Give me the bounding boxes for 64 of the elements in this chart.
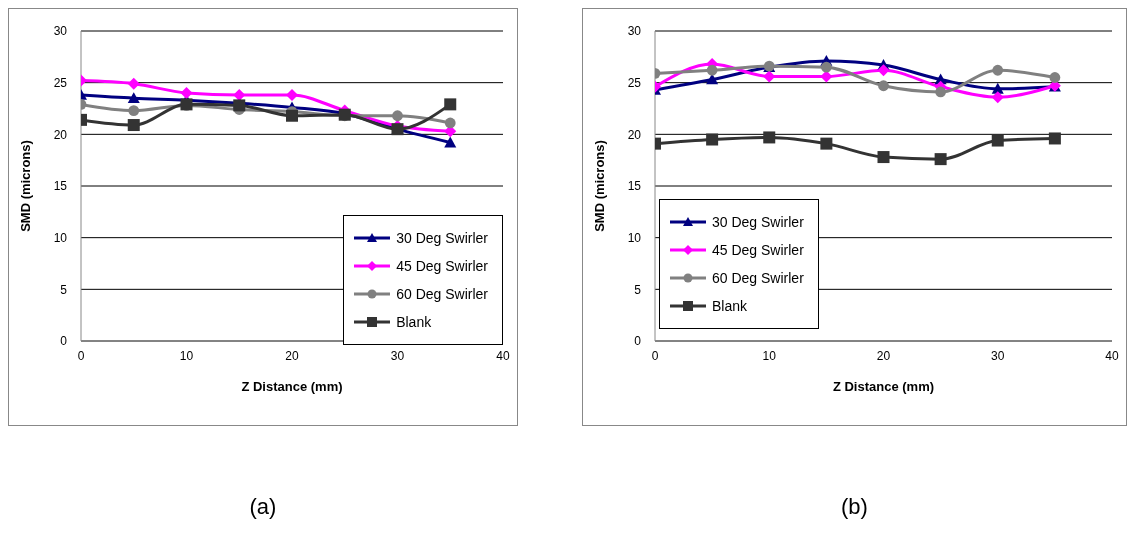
y-tick-label: 25 xyxy=(627,75,642,90)
y-tick-label: 10 xyxy=(627,230,642,245)
x-tick-label: 0 xyxy=(651,348,659,363)
y-tick-label: 15 xyxy=(627,179,642,194)
y-tick-label: 20 xyxy=(627,127,642,142)
y-tick-label: 5 xyxy=(60,282,68,297)
point xyxy=(878,80,889,92)
y-axis-title: SMD (microns) xyxy=(17,140,33,232)
point xyxy=(877,64,890,77)
y-axis-title: SMD (microns) xyxy=(591,140,607,232)
point xyxy=(706,64,718,76)
legend-label: Blank xyxy=(712,298,748,314)
point xyxy=(991,91,1004,104)
text: (a) xyxy=(248,494,278,520)
x-axis-title: Z Distance (mm) xyxy=(832,379,935,394)
y-tick-label: 0 xyxy=(634,334,642,349)
x-tick-label: 10 xyxy=(762,348,777,363)
point xyxy=(820,61,832,73)
text: (b) xyxy=(840,494,869,520)
point xyxy=(127,92,140,103)
legend-label: 45 Deg Swirler xyxy=(712,242,804,258)
x-tick-label: 30 xyxy=(991,348,1005,363)
point xyxy=(1048,132,1061,145)
point xyxy=(180,87,193,99)
point xyxy=(934,153,947,166)
point xyxy=(286,109,298,122)
legend-label: 45 Deg Swirler xyxy=(396,258,488,274)
point xyxy=(392,110,403,122)
point xyxy=(706,133,719,146)
y-tick-label: 20 xyxy=(53,127,68,142)
legend-label: 60 Deg Swirler xyxy=(712,270,804,286)
point xyxy=(877,151,890,164)
point xyxy=(763,131,776,144)
y-tick-label: 25 xyxy=(53,75,68,90)
y-tick-label: 30 xyxy=(53,24,68,39)
x-tick-label: 10 xyxy=(179,348,194,363)
y-tick-label: 0 xyxy=(60,334,68,349)
y-tick-label: 15 xyxy=(53,179,68,194)
x-tick-label: 20 xyxy=(876,348,891,363)
y-tick-label: 30 xyxy=(627,24,642,39)
point xyxy=(991,134,1004,147)
legend-label: 30 Deg Swirler xyxy=(396,230,488,246)
point xyxy=(1049,72,1061,83)
x-tick-label: 40 xyxy=(1105,348,1119,363)
point xyxy=(127,77,140,90)
point xyxy=(286,89,298,102)
x-tick-label: 0 xyxy=(77,348,85,363)
point xyxy=(992,64,1004,76)
x-axis-title: Z Distance (mm) xyxy=(241,379,343,394)
point xyxy=(444,98,457,111)
point xyxy=(820,137,833,150)
x-tick-label: 30 xyxy=(390,348,405,363)
y-tick-label: 10 xyxy=(53,230,68,245)
y-tick-label: 5 xyxy=(634,282,642,297)
point xyxy=(935,86,947,98)
point xyxy=(128,105,140,116)
x-tick-label: 40 xyxy=(496,348,510,363)
point xyxy=(444,136,457,148)
legend-label: 30 Deg Swirler xyxy=(712,214,804,230)
point xyxy=(444,117,456,129)
x-tick-label: 20 xyxy=(285,348,299,363)
legend-label: 60 Deg Swirler xyxy=(396,286,488,302)
legend-label: Blank xyxy=(396,314,432,330)
point xyxy=(127,119,140,132)
